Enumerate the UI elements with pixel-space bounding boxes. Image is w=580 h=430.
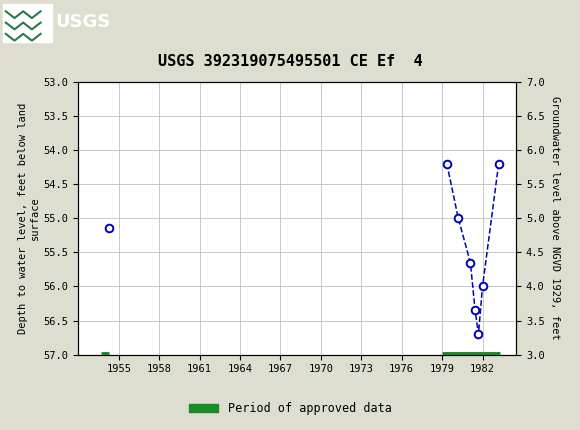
Text: USGS: USGS [55,12,110,31]
Legend: Period of approved data: Period of approved data [184,397,396,420]
Text: USGS 392319075495501 CE Ef  4: USGS 392319075495501 CE Ef 4 [158,54,422,69]
FancyBboxPatch shape [3,3,52,42]
Y-axis label: Groundwater level above NGVD 1929, feet: Groundwater level above NGVD 1929, feet [550,96,560,340]
Y-axis label: Depth to water level, feet below land
surface: Depth to water level, feet below land su… [18,103,39,334]
